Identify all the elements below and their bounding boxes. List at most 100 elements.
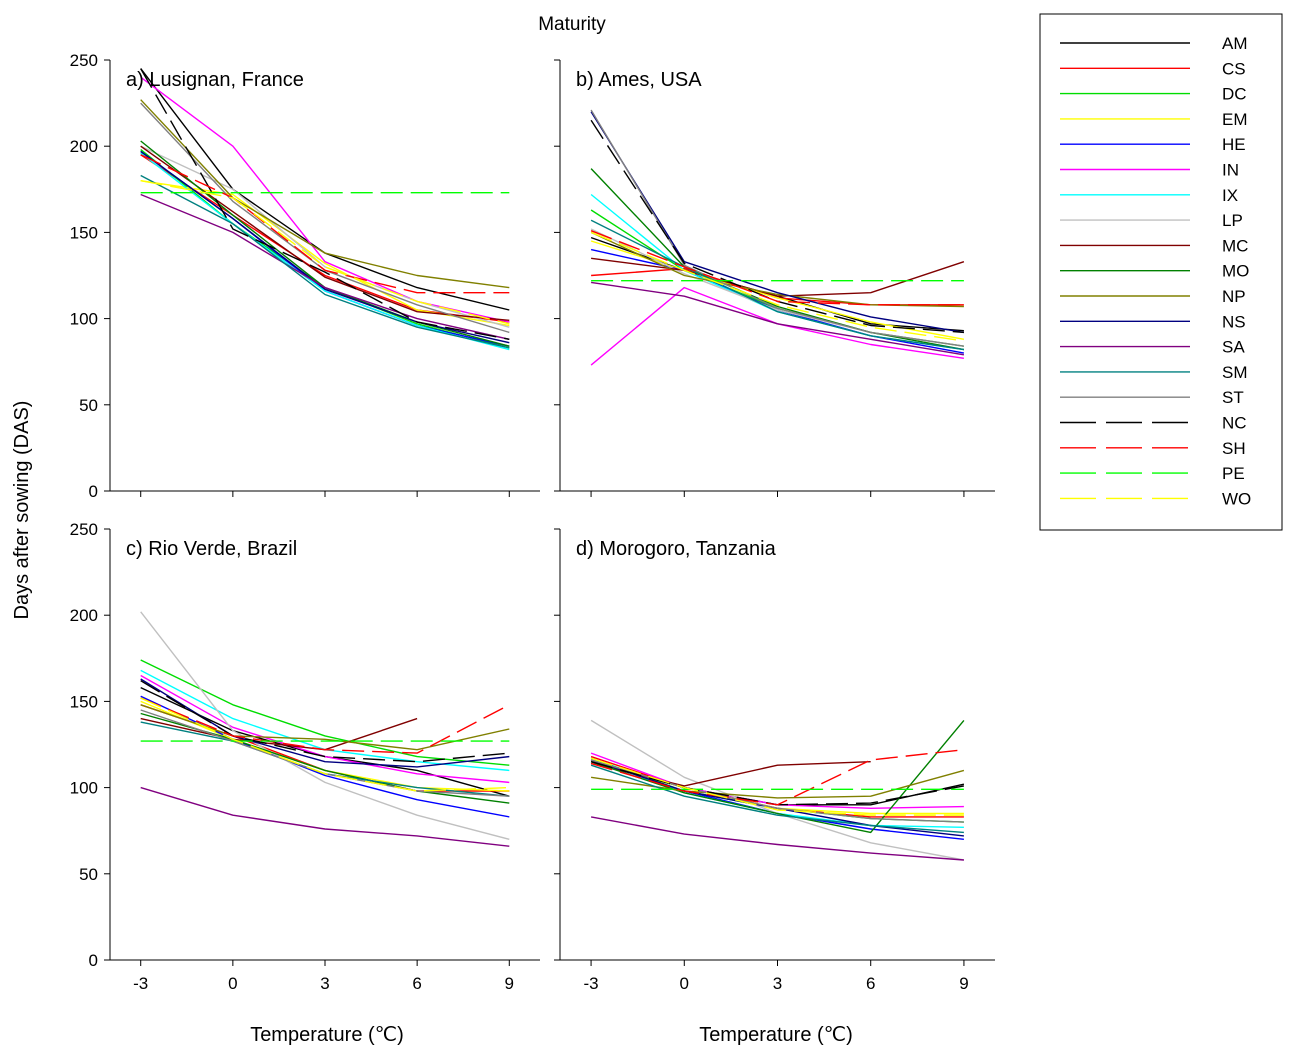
y-tick-label: 0 (89, 482, 98, 501)
series-line-mc (140, 717, 418, 751)
x-tick-label: 3 (320, 974, 329, 993)
legend: AM CS DC EM HE IN IX LP MC MO NP NS SA SM ST NC SH PE WO (1039, 13, 1283, 531)
legend-item-mo: MO (1060, 262, 1249, 281)
series-line-nc (590, 119, 964, 334)
series-line-lp (140, 611, 510, 840)
x-tick-label: 0 (680, 974, 689, 993)
figure-title: Maturity (538, 14, 606, 35)
series-line-st (590, 109, 965, 347)
legend-label: SM (1222, 363, 1248, 382)
legend-item-cs: CS (1060, 59, 1246, 78)
legend-label: MO (1222, 262, 1249, 281)
x-tick-label: -3 (133, 974, 148, 993)
x-tick-label: 6 (412, 974, 421, 993)
legend-label: AM (1222, 34, 1248, 53)
x-tick-label: 0 (228, 974, 237, 993)
series-line-ns (590, 111, 965, 334)
series-line-sa (590, 816, 964, 861)
panel-label: a) Lusignan, France (126, 69, 304, 91)
panel-1: 0 50 100 150 200 250 a) Lusignan, France (70, 51, 540, 501)
y-tick-label: 100 (70, 310, 98, 329)
legend-label: IX (1222, 186, 1238, 205)
series-line-sh (590, 230, 964, 306)
series-line-dc (590, 757, 964, 823)
series-line-wo (140, 180, 510, 325)
series-line-sm (590, 764, 964, 834)
x-tick-label: -3 (584, 974, 599, 993)
legend-label: LP (1222, 211, 1243, 230)
y-tick-label: 0 (89, 951, 98, 970)
series-line-dc (140, 659, 510, 766)
x-axis-label-right: Temperature (℃) (699, 1024, 853, 1046)
legend-item-in: IN (1060, 161, 1239, 180)
legend-item-mc: MC (1060, 236, 1248, 255)
series-line-ix (140, 152, 510, 351)
y-axis-label: Days after sowing (DAS) (11, 401, 33, 620)
series-line-np (590, 231, 964, 308)
legend-item-sa: SA (1060, 338, 1245, 357)
series-line-nc (140, 680, 510, 763)
series-line-in (140, 76, 510, 323)
series-line-sa (140, 193, 510, 340)
series-line-dc (590, 209, 965, 347)
series-line-mc (591, 257, 965, 297)
panel-label: b) Ames, USA (576, 69, 702, 91)
legend-item-lp: LP (1060, 211, 1243, 230)
legend-item-he: HE (1060, 135, 1246, 154)
x-tick-label: 9 (505, 974, 514, 993)
y-tick-label: 150 (70, 692, 98, 711)
panel-label: c) Rio Verde, Brazil (126, 538, 297, 560)
y-tick-label: 100 (70, 779, 98, 798)
panel-3: 0 50 100 150 200 250 -3 0 3 6 9 c) Rio Verde, Brazi… (70, 520, 540, 993)
x-tick-label: 3 (773, 974, 782, 993)
series-line-lp (140, 145, 510, 328)
legend-item-st: ST (1060, 388, 1244, 407)
series-line-cs (591, 267, 964, 306)
y-tick-label: 50 (79, 396, 98, 415)
legend-item-ns: NS (1060, 312, 1246, 331)
legend-label: NC (1222, 414, 1247, 433)
panel-2: b) Ames, USA (554, 59, 995, 497)
legend-label: MC (1222, 236, 1248, 255)
legend-item-dc: DC (1060, 85, 1247, 104)
legend-item-nc: NC (1060, 414, 1247, 433)
legend-label: WO (1222, 489, 1251, 508)
series-line-wo (590, 757, 964, 816)
legend-item-wo: WO (1060, 489, 1251, 508)
legend-label: PE (1222, 464, 1245, 483)
y-tick-label: 50 (79, 865, 98, 884)
legend-label: CS (1222, 59, 1246, 78)
series-line-sm (140, 174, 510, 349)
y-tick-label: 250 (70, 51, 98, 70)
series-line-ns (140, 150, 510, 344)
y-tick-label: 200 (70, 606, 98, 625)
chart-panels: 0 50 100 150 200 250 a) Lusignan, France b) Ame… (70, 51, 995, 993)
x-tick-label: 6 (866, 974, 875, 993)
series-line-np (140, 704, 510, 751)
legend-box (1039, 13, 1283, 531)
series-line-sh (140, 154, 510, 294)
legend-label: SH (1222, 439, 1246, 458)
legend-item-am: AM (1060, 34, 1248, 53)
legend-label: HE (1222, 135, 1246, 154)
x-axis-label-left: Temperature (℃) (250, 1024, 404, 1046)
legend-item-ix: IX (1060, 186, 1238, 205)
legend-item-sh: SH (1060, 439, 1246, 458)
x-tick-label: 9 (959, 974, 968, 993)
y-tick-label: 250 (70, 520, 98, 539)
legend-label: ST (1222, 388, 1244, 407)
series-line-sh (140, 697, 510, 754)
series-line-cs (140, 704, 510, 792)
legend-label: SA (1222, 338, 1245, 357)
series-line-sh (590, 749, 964, 806)
series-line-np (140, 99, 510, 289)
legend-label: NP (1222, 287, 1246, 306)
series-line-sm (140, 721, 510, 797)
panel-4: -3 0 3 6 9 d) Morogoro, Tanzania (554, 528, 995, 993)
series-line-wo (140, 697, 510, 792)
series-line-sm (590, 219, 965, 351)
panel-label: d) Morogoro, Tanzania (576, 538, 777, 560)
y-tick-label: 200 (70, 137, 98, 156)
series-line-wo (590, 231, 965, 342)
